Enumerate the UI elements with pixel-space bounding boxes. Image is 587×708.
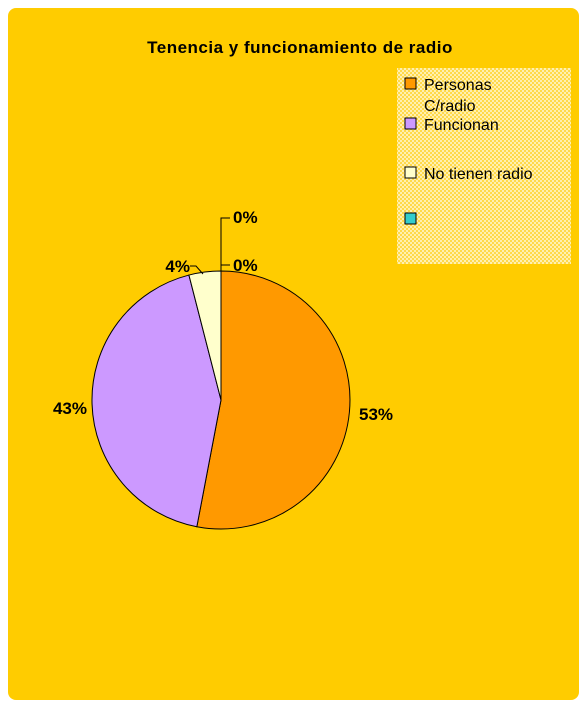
- leader-line: [190, 265, 204, 275]
- legend-label: C/radio: [424, 98, 476, 115]
- leader-line: [220, 264, 230, 271]
- leader-lines: [190, 217, 230, 275]
- legend-swatch: [404, 212, 417, 225]
- slice-labels: 53% 43% 4% 0% 0%: [53, 208, 393, 424]
- legend-label: No tienen radio: [424, 166, 533, 183]
- pie-slice: [196, 270, 351, 530]
- slice-label: 53%: [359, 405, 393, 424]
- slice-label: 0%: [233, 256, 258, 275]
- slice-label: 43%: [53, 399, 87, 418]
- legend-swatch: [404, 77, 417, 90]
- pie-slice: [91, 274, 222, 528]
- legend-label: Personas: [424, 77, 492, 94]
- legend-label: Funcionan: [424, 117, 499, 134]
- legend-swatch: [404, 166, 417, 179]
- leader-line: [220, 217, 230, 271]
- pie-slices: [91, 270, 351, 530]
- slice-label: 0%: [233, 208, 258, 227]
- legend-box: [397, 68, 571, 264]
- chart-title: Tenencia y funcionamiento de radio: [147, 38, 453, 57]
- slice-label: 4%: [165, 257, 190, 276]
- legend-swatch: [404, 117, 417, 130]
- legend: Personas C/radio Funcionan No tienen radio: [404, 77, 533, 225]
